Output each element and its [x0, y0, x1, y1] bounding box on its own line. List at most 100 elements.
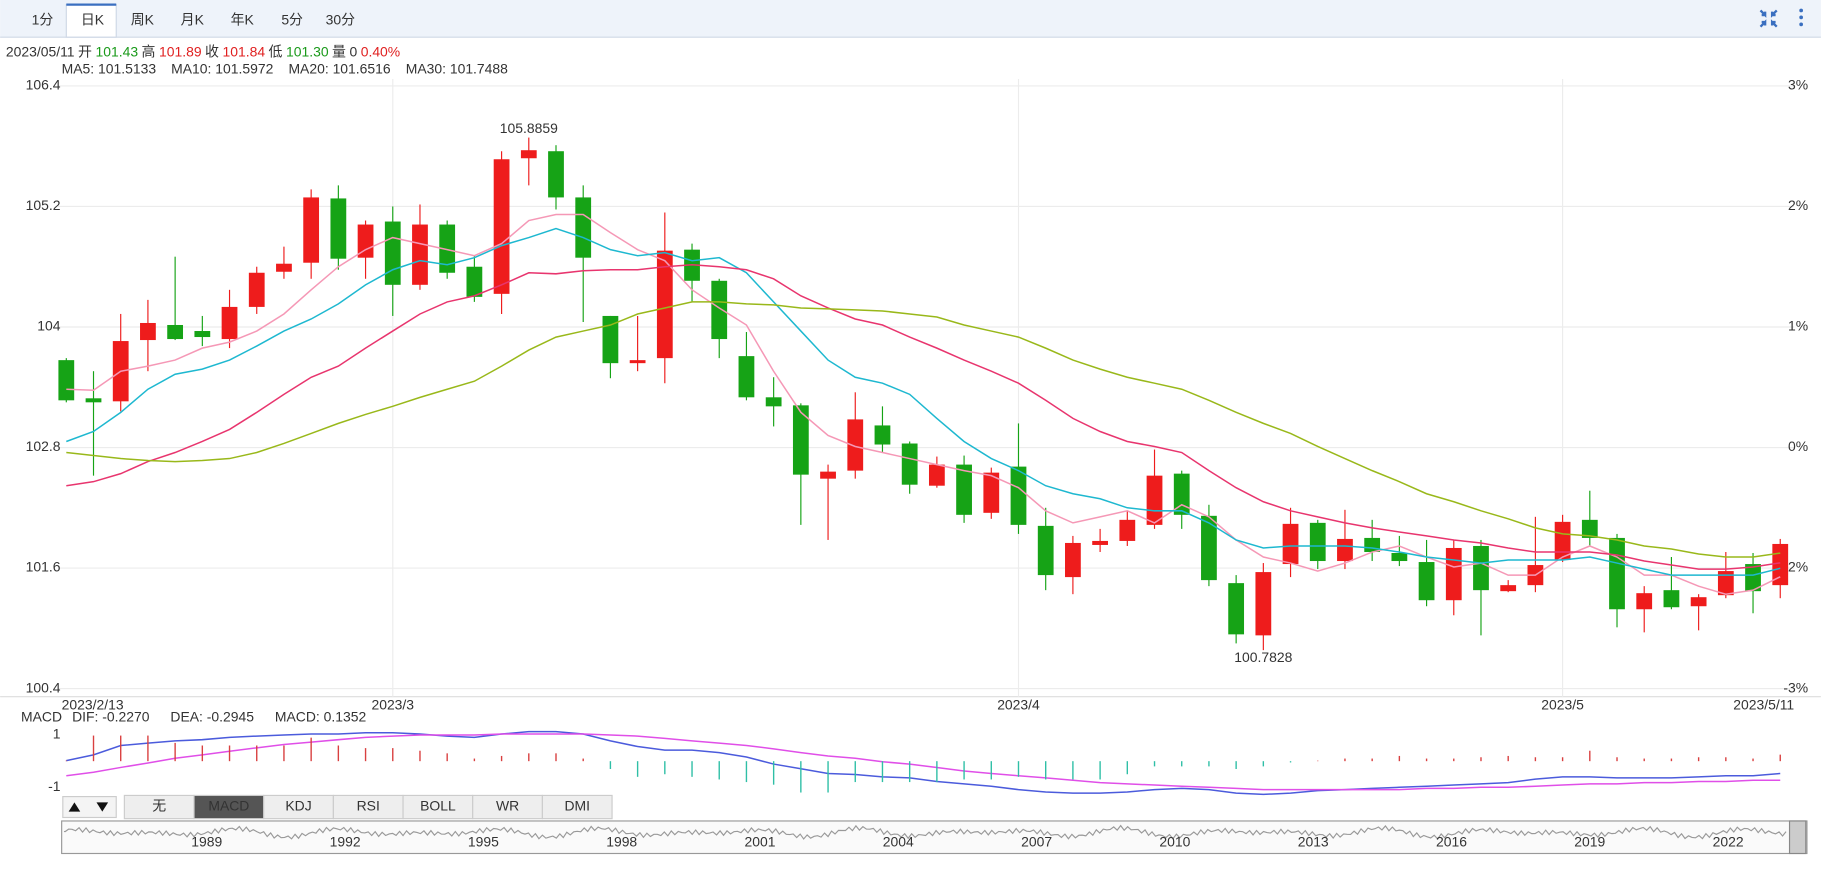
macd-line [66, 730, 1781, 796]
tab[interactable]: 周K [131, 12, 155, 28]
candle-body [711, 280, 728, 340]
tab[interactable]: 月K [181, 12, 205, 28]
candle-body [412, 224, 428, 285]
indicator-tab[interactable]: 无 [152, 798, 166, 814]
quote-value: 101.30 [286, 43, 329, 59]
candle-body [956, 464, 972, 515]
legend-entry: MA20: 101.6516 [288, 60, 390, 76]
legend-entry: MA30: 101.7488 [406, 60, 508, 76]
ma-line [66, 263, 1781, 570]
y-tick-label: 101.6 [26, 559, 61, 575]
candle-body [1473, 545, 1489, 591]
candle-body [1173, 473, 1190, 515]
tab[interactable]: 年K [231, 12, 255, 28]
navigator-year: 2004 [883, 834, 914, 850]
tab[interactable]: 30分 [326, 12, 355, 28]
tab[interactable]: 日K [81, 12, 105, 28]
more-icon[interactable] [1799, 8, 1804, 27]
candle-body [1609, 537, 1625, 610]
indicator-tab[interactable]: RSI [357, 798, 380, 814]
candle-body [58, 360, 75, 401]
candle-body [85, 398, 102, 403]
quote-label: 收 [205, 43, 219, 59]
arrow-up[interactable] [68, 802, 81, 812]
x-tick-label: 2023/4 [997, 697, 1040, 713]
right-axis-label: -2% [1783, 559, 1808, 575]
right-axis-label: -3% [1783, 679, 1808, 695]
candle-body [1717, 571, 1734, 596]
indicator-tab[interactable]: DMI [564, 798, 590, 814]
candle-body [493, 159, 510, 294]
collapse-icon[interactable] [1759, 9, 1778, 28]
navigator-year: 2016 [1436, 834, 1467, 850]
candle-body [1282, 523, 1299, 565]
candle-body [1500, 585, 1517, 592]
arrow-box [62, 796, 117, 819]
candle-body [1065, 542, 1081, 578]
navigator-year: 1989 [191, 834, 222, 850]
y-tick-label: 100.4 [26, 679, 61, 695]
candle-body [738, 356, 755, 398]
candle-body [874, 425, 891, 445]
ma-line [66, 301, 1781, 558]
icon-shape [1759, 9, 1778, 28]
quote-label: 量 [332, 43, 346, 59]
candle-body [1228, 583, 1245, 635]
candle-body [656, 250, 673, 359]
ma-line [66, 213, 1781, 595]
candle-body [548, 151, 564, 198]
candle-body [194, 331, 211, 338]
dot [1799, 8, 1804, 13]
right-axis-label: 2% [1788, 197, 1808, 213]
candle-body [1255, 572, 1272, 636]
indicator-arrows[interactable] [62, 796, 117, 819]
navigator-year: 2007 [1021, 834, 1052, 850]
candle-body [1309, 522, 1326, 562]
quote-label: 开 [78, 43, 92, 59]
navigator-year: 2010 [1159, 834, 1190, 850]
indicator-tab-bg[interactable] [541, 794, 613, 820]
candle-body [330, 198, 347, 259]
candle-body [439, 224, 456, 273]
indicator-tab[interactable]: MACD [208, 798, 249, 814]
tab[interactable]: 5分 [281, 12, 303, 28]
candle-body [1445, 547, 1462, 601]
legend-entry: DEA: -0.2945 [170, 708, 254, 724]
y-tick-label: -1 [48, 778, 61, 794]
candle-body [1745, 564, 1761, 592]
y-tick-label: 105.2 [26, 197, 61, 213]
macd-line [66, 733, 1781, 791]
candle-body [1119, 519, 1136, 541]
candle-body [765, 397, 782, 407]
candle-body [820, 471, 836, 479]
right-axis-label: 1% [1788, 318, 1808, 334]
x-tick-label: 2023/2/13 [62, 697, 124, 713]
candle-body [1146, 475, 1163, 525]
quote-label: 高 [142, 43, 156, 59]
candle-body [928, 464, 945, 486]
quote-value: 101.43 [95, 43, 138, 59]
navigator-year: 2013 [1298, 834, 1329, 850]
candle-body [384, 221, 401, 285]
legend-entry: MA5: 101.5133 [62, 60, 157, 76]
max-label: 105.8859 [500, 120, 558, 136]
quote-label: 低 [269, 43, 283, 59]
indicator-tab[interactable]: KDJ [285, 798, 311, 814]
navigator-year: 1998 [606, 834, 637, 850]
tab[interactable]: 1分 [32, 12, 54, 28]
indicator-tab[interactable]: BOLL [420, 798, 456, 814]
indicator-tab[interactable]: WR [496, 798, 519, 814]
quote-line: 2023/05/11 开 101.43 高 101.89 收 101.84 低 101.30 量 0… [6, 43, 400, 59]
candle-body [167, 324, 184, 340]
right-axis-label: 3% [1788, 77, 1808, 93]
navigator-handle[interactable] [1788, 820, 1807, 855]
quote-value: 101.89 [159, 43, 202, 59]
x-tick-label: 2023/5/11 [1733, 697, 1794, 713]
candle-body [602, 315, 619, 364]
navigator-year: 2022 [1713, 834, 1744, 850]
arrow-down[interactable] [96, 802, 109, 812]
candle-body [1037, 525, 1054, 576]
navigator-line [63, 824, 1787, 840]
candle-body [520, 150, 537, 159]
